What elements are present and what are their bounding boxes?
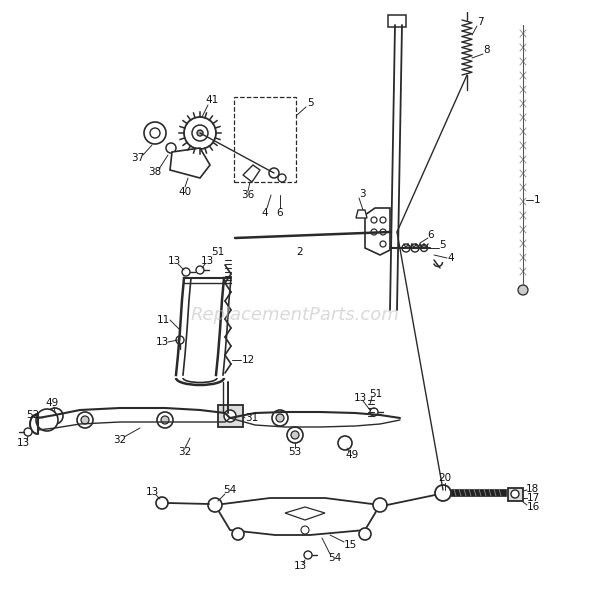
Text: 32: 32 [178, 447, 192, 457]
Circle shape [184, 117, 216, 149]
Circle shape [144, 122, 166, 144]
Circle shape [157, 412, 173, 428]
Circle shape [435, 485, 451, 501]
Text: 20: 20 [438, 473, 451, 483]
Text: 37: 37 [132, 153, 145, 163]
Text: 6: 6 [277, 208, 283, 218]
Circle shape [269, 168, 279, 178]
Circle shape [47, 408, 63, 424]
Polygon shape [285, 507, 325, 520]
Circle shape [380, 241, 386, 247]
Text: 13: 13 [201, 256, 214, 266]
Circle shape [276, 414, 284, 422]
Text: 31: 31 [245, 413, 258, 423]
Circle shape [380, 217, 386, 223]
Text: 12: 12 [241, 355, 255, 365]
Text: 52: 52 [27, 410, 40, 420]
Circle shape [421, 244, 428, 252]
Bar [451, 489, 506, 496]
Text: 5: 5 [307, 98, 313, 108]
Circle shape [301, 526, 309, 534]
Text: 13: 13 [293, 561, 307, 571]
Polygon shape [243, 165, 260, 182]
Circle shape [278, 174, 286, 182]
Circle shape [402, 244, 410, 252]
Circle shape [36, 409, 58, 431]
Circle shape [373, 498, 387, 512]
Text: 7: 7 [477, 17, 483, 27]
Circle shape [232, 528, 244, 540]
Circle shape [182, 268, 190, 276]
Text: 51: 51 [369, 389, 383, 399]
Circle shape [77, 412, 93, 428]
Circle shape [338, 436, 352, 450]
Text: 36: 36 [241, 190, 255, 200]
Circle shape [359, 528, 371, 540]
Text: 53: 53 [289, 447, 301, 457]
Text: 8: 8 [484, 45, 490, 55]
Circle shape [197, 130, 203, 136]
Circle shape [511, 490, 519, 498]
Bar [508, 488, 523, 501]
Text: 13: 13 [168, 256, 181, 266]
Text: 40: 40 [178, 187, 192, 197]
Circle shape [272, 410, 288, 426]
Circle shape [196, 266, 204, 274]
Text: 13: 13 [353, 393, 366, 403]
Circle shape [24, 428, 32, 436]
Circle shape [371, 229, 377, 235]
Text: 32: 32 [113, 435, 127, 445]
Circle shape [224, 410, 236, 422]
Text: 4: 4 [448, 253, 454, 263]
Text: 4: 4 [262, 208, 268, 218]
Circle shape [156, 497, 168, 509]
Polygon shape [170, 148, 210, 178]
Text: 17: 17 [526, 493, 540, 503]
Text: 54: 54 [329, 553, 342, 563]
Text: 2: 2 [297, 247, 303, 257]
Polygon shape [215, 498, 380, 535]
Text: 13: 13 [155, 337, 169, 347]
Circle shape [380, 229, 386, 235]
Text: 15: 15 [343, 540, 356, 550]
Circle shape [166, 143, 176, 153]
Text: 51: 51 [211, 247, 225, 257]
Text: 5: 5 [440, 240, 446, 250]
Circle shape [287, 427, 303, 443]
Text: 38: 38 [148, 167, 162, 177]
Bar [234, 97, 296, 182]
Circle shape [176, 336, 184, 344]
Text: 41: 41 [205, 95, 219, 105]
Bar [218, 405, 243, 427]
Text: 49: 49 [345, 450, 359, 460]
Text: 49: 49 [45, 398, 58, 408]
Text: 54: 54 [224, 485, 237, 495]
Circle shape [208, 498, 222, 512]
Bar [388, 15, 406, 27]
Text: 13: 13 [145, 487, 159, 497]
Circle shape [161, 416, 169, 424]
Circle shape [304, 551, 312, 559]
Text: 18: 18 [525, 484, 539, 494]
Circle shape [411, 244, 419, 252]
Circle shape [291, 431, 299, 439]
Text: ReplacementParts.com: ReplacementParts.com [191, 306, 399, 324]
Text: 3: 3 [359, 189, 365, 199]
Polygon shape [356, 210, 367, 218]
Text: 13: 13 [17, 438, 30, 448]
Text: 11: 11 [156, 315, 170, 325]
Circle shape [192, 125, 208, 141]
Circle shape [150, 128, 160, 138]
Polygon shape [365, 208, 390, 255]
Circle shape [371, 217, 377, 223]
Text: 16: 16 [526, 502, 540, 512]
Circle shape [518, 285, 528, 295]
Circle shape [81, 416, 89, 424]
Circle shape [370, 408, 378, 416]
Text: 1: 1 [534, 195, 540, 205]
Text: 6: 6 [428, 230, 434, 240]
